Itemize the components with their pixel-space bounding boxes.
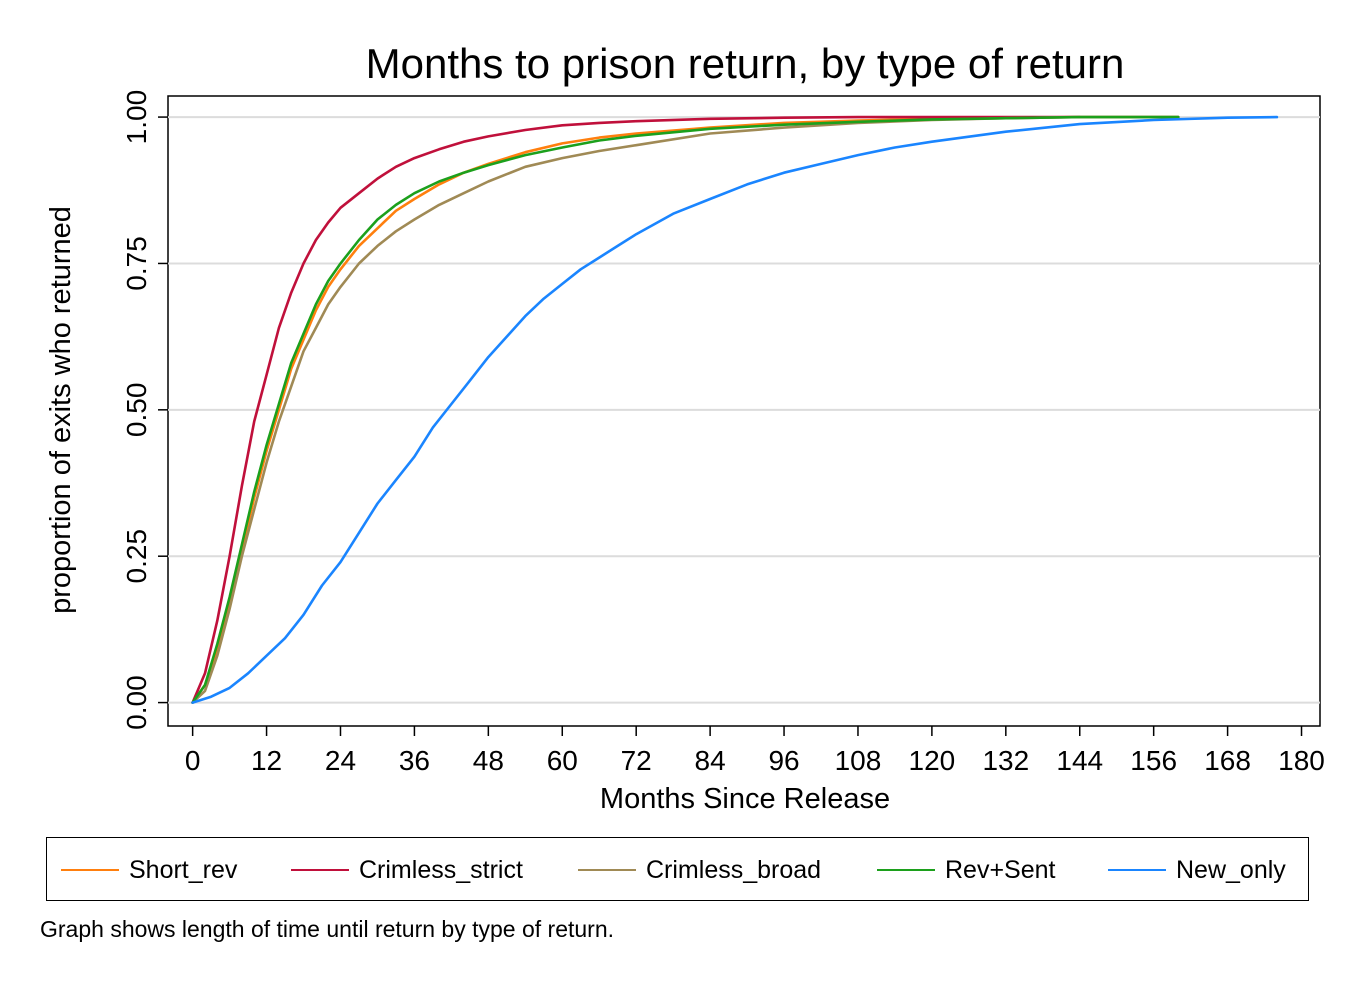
x-tick-label: 108 bbox=[835, 745, 882, 776]
x-tick-label: 144 bbox=[1056, 745, 1103, 776]
series-line-rev-sent bbox=[191, 115, 1180, 704]
legend-item: Crimless_strict bbox=[291, 838, 523, 902]
legend-label: New_only bbox=[1176, 855, 1286, 884]
x-tick-label: 48 bbox=[473, 745, 504, 776]
x-tick-label: 132 bbox=[982, 745, 1029, 776]
legend-swatch bbox=[578, 868, 636, 872]
legend-label: Crimless_broad bbox=[646, 855, 822, 884]
legend: Short_rev Crimless_strict Crimless_broad Re… bbox=[46, 837, 1309, 901]
legend-label: Crimless_strict bbox=[359, 855, 523, 884]
legend-swatch bbox=[61, 868, 119, 872]
x-tick-label: 12 bbox=[251, 745, 282, 776]
legend-swatch bbox=[1108, 868, 1166, 872]
legend-item: New_only bbox=[1108, 838, 1286, 902]
legend-item: Short_rev bbox=[61, 838, 237, 902]
series-line-new-only bbox=[191, 115, 1279, 704]
legend-item: Crimless_broad bbox=[578, 838, 821, 902]
series-line-short-rev bbox=[191, 115, 1180, 704]
chart: Months to prison return, by type of retu… bbox=[45, 40, 1325, 815]
axes: 0.00 0.25 0.50 0.75 1.00 0 12 24 36 48 60 72 84 96 108… bbox=[121, 90, 1325, 776]
y-tick-label: 0.00 bbox=[121, 675, 152, 730]
x-tick-label: 36 bbox=[399, 745, 430, 776]
series-lines bbox=[191, 115, 1279, 704]
x-tick-label: 60 bbox=[547, 745, 578, 776]
legend-swatch bbox=[291, 868, 349, 872]
legend-swatch bbox=[877, 868, 935, 872]
chart-title: Months to prison return, by type of retu… bbox=[366, 40, 1125, 87]
x-tick-label: 84 bbox=[695, 745, 726, 776]
x-tick-label: 24 bbox=[325, 745, 356, 776]
x-axis-label: Months Since Release bbox=[600, 783, 890, 815]
plot-area bbox=[167, 95, 1321, 727]
x-tick-label: 156 bbox=[1130, 745, 1177, 776]
x-tick-label: 72 bbox=[621, 745, 652, 776]
x-tick-label: 96 bbox=[768, 745, 799, 776]
series-line-crimless-strict bbox=[191, 115, 1081, 704]
legend-label: Rev+Sent bbox=[945, 855, 1056, 884]
y-tick-label: 0.75 bbox=[121, 236, 152, 291]
y-tick-label: 1.00 bbox=[121, 90, 152, 145]
series-line-crimless-broad bbox=[191, 115, 1180, 704]
y-tick-label: 0.50 bbox=[121, 383, 152, 438]
legend-label: Short_rev bbox=[129, 855, 238, 884]
chart-note: Graph shows length of time until return … bbox=[40, 916, 615, 942]
x-tick-label: 0 bbox=[185, 745, 201, 776]
x-tick-label: 168 bbox=[1204, 745, 1251, 776]
x-tick-label: 120 bbox=[909, 745, 956, 776]
x-tick-label: 180 bbox=[1278, 745, 1325, 776]
legend-item: Rev+Sent bbox=[877, 838, 1056, 902]
y-tick-label: 0.25 bbox=[121, 529, 152, 584]
y-axis-label: proportion of exits who returned bbox=[45, 206, 77, 614]
plot-frame bbox=[167, 95, 1321, 727]
